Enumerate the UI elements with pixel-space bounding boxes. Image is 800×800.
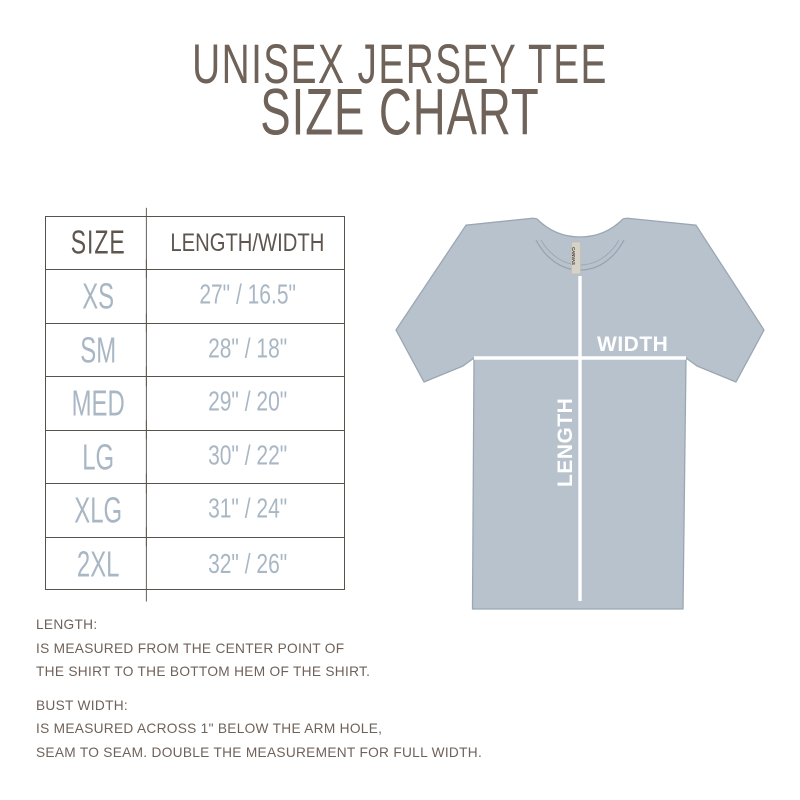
svg-text:WIDTH: WIDTH: [597, 333, 668, 356]
svg-text:CANVAS: CANVAS: [571, 247, 576, 265]
svg-text:LENGTH: LENGTH: [554, 398, 577, 487]
